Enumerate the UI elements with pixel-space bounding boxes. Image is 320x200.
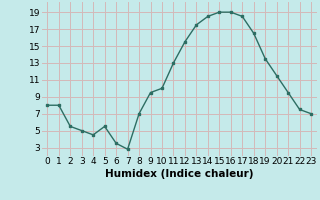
X-axis label: Humidex (Indice chaleur): Humidex (Indice chaleur) xyxy=(105,169,253,179)
